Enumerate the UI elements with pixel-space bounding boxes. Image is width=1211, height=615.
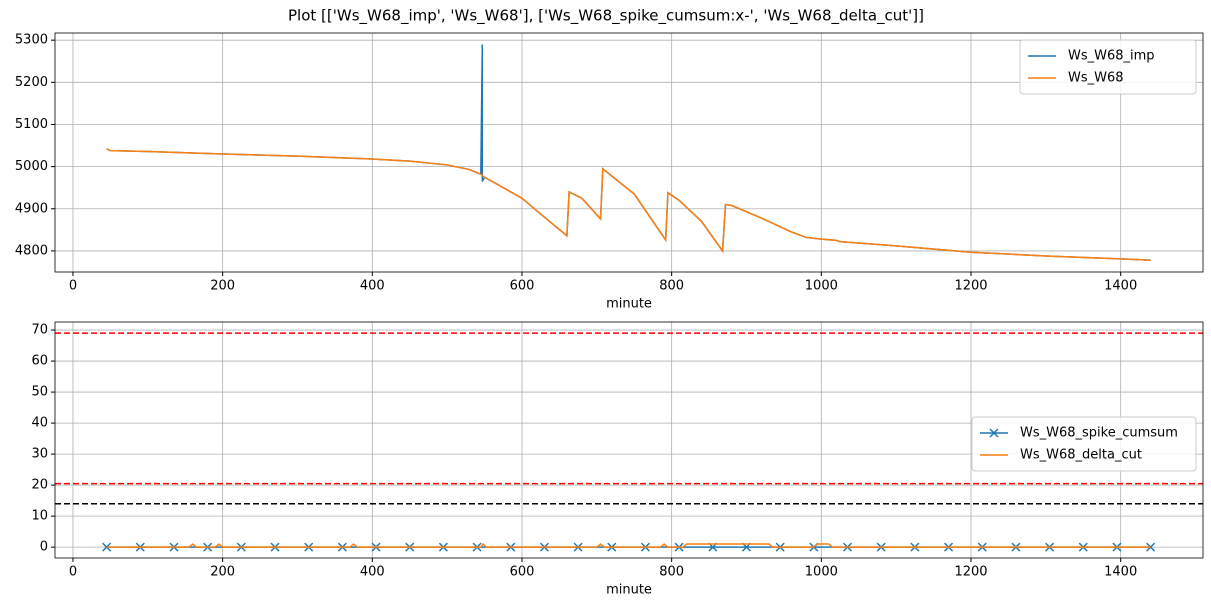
- y-tick-label: 30: [31, 447, 48, 462]
- legend-label: Ws_W68: [1068, 71, 1124, 86]
- legend-label: Ws_W68_delta_cut: [1020, 448, 1142, 463]
- x-tick-label: 1200: [954, 565, 987, 580]
- x-tick-label: 0: [69, 279, 77, 294]
- x-tick-label: 800: [659, 279, 684, 294]
- x-tick-label: 800: [659, 565, 684, 580]
- y-tick-label: 60: [31, 354, 48, 369]
- x-tick-label: 1400: [1104, 279, 1137, 294]
- legend-box: [971, 416, 1197, 472]
- figure-title: Plot [['Ws_W68_imp', 'Ws_W68'], ['Ws_W68…: [288, 7, 924, 26]
- x-tick-label: 1200: [954, 279, 987, 294]
- y-tick-label: 10: [31, 509, 48, 524]
- series-line: [106, 542, 1151, 548]
- x-tick-label: 200: [210, 279, 235, 294]
- y-tick-label: 5100: [15, 117, 48, 132]
- x-tick-label: 200: [210, 565, 235, 580]
- legend-label: Ws_W68_imp: [1068, 49, 1155, 64]
- x-tick-label: 1000: [805, 565, 838, 580]
- x-tick-label: 400: [360, 565, 385, 580]
- y-tick-label: 4900: [15, 201, 48, 216]
- y-tick-label: 50: [31, 385, 48, 400]
- legend-label: Ws_W68_spike_cumsum: [1020, 426, 1178, 441]
- axes-frame: [54, 32, 1204, 273]
- series-line: [106, 44, 1151, 261]
- x-tick-label: 600: [510, 279, 535, 294]
- y-tick-label: 5300: [15, 33, 48, 48]
- y-tick-label: 4800: [15, 243, 48, 258]
- x-tick-label: 1400: [1104, 565, 1137, 580]
- y-tick-label: 40: [31, 416, 48, 431]
- x-tick-label: 1000: [805, 279, 838, 294]
- x-tick-label: 400: [360, 279, 385, 294]
- y-tick-label: 5000: [15, 159, 48, 174]
- x-tick-label: 600: [510, 565, 535, 580]
- series-line: [106, 148, 1151, 261]
- legend-box: [1019, 39, 1197, 95]
- y-tick-label: 5200: [15, 75, 48, 90]
- series-marker: [102, 542, 112, 552]
- y-tick-label: 20: [31, 478, 48, 493]
- y-tick-label: 0: [40, 540, 48, 555]
- x-axis-label: minute: [606, 583, 652, 598]
- x-axis-label: minute: [606, 297, 652, 312]
- axes-frame: [54, 321, 1204, 559]
- legend-marker: [989, 428, 999, 438]
- x-tick-label: 0: [69, 565, 77, 580]
- y-tick-label: 70: [31, 323, 48, 338]
